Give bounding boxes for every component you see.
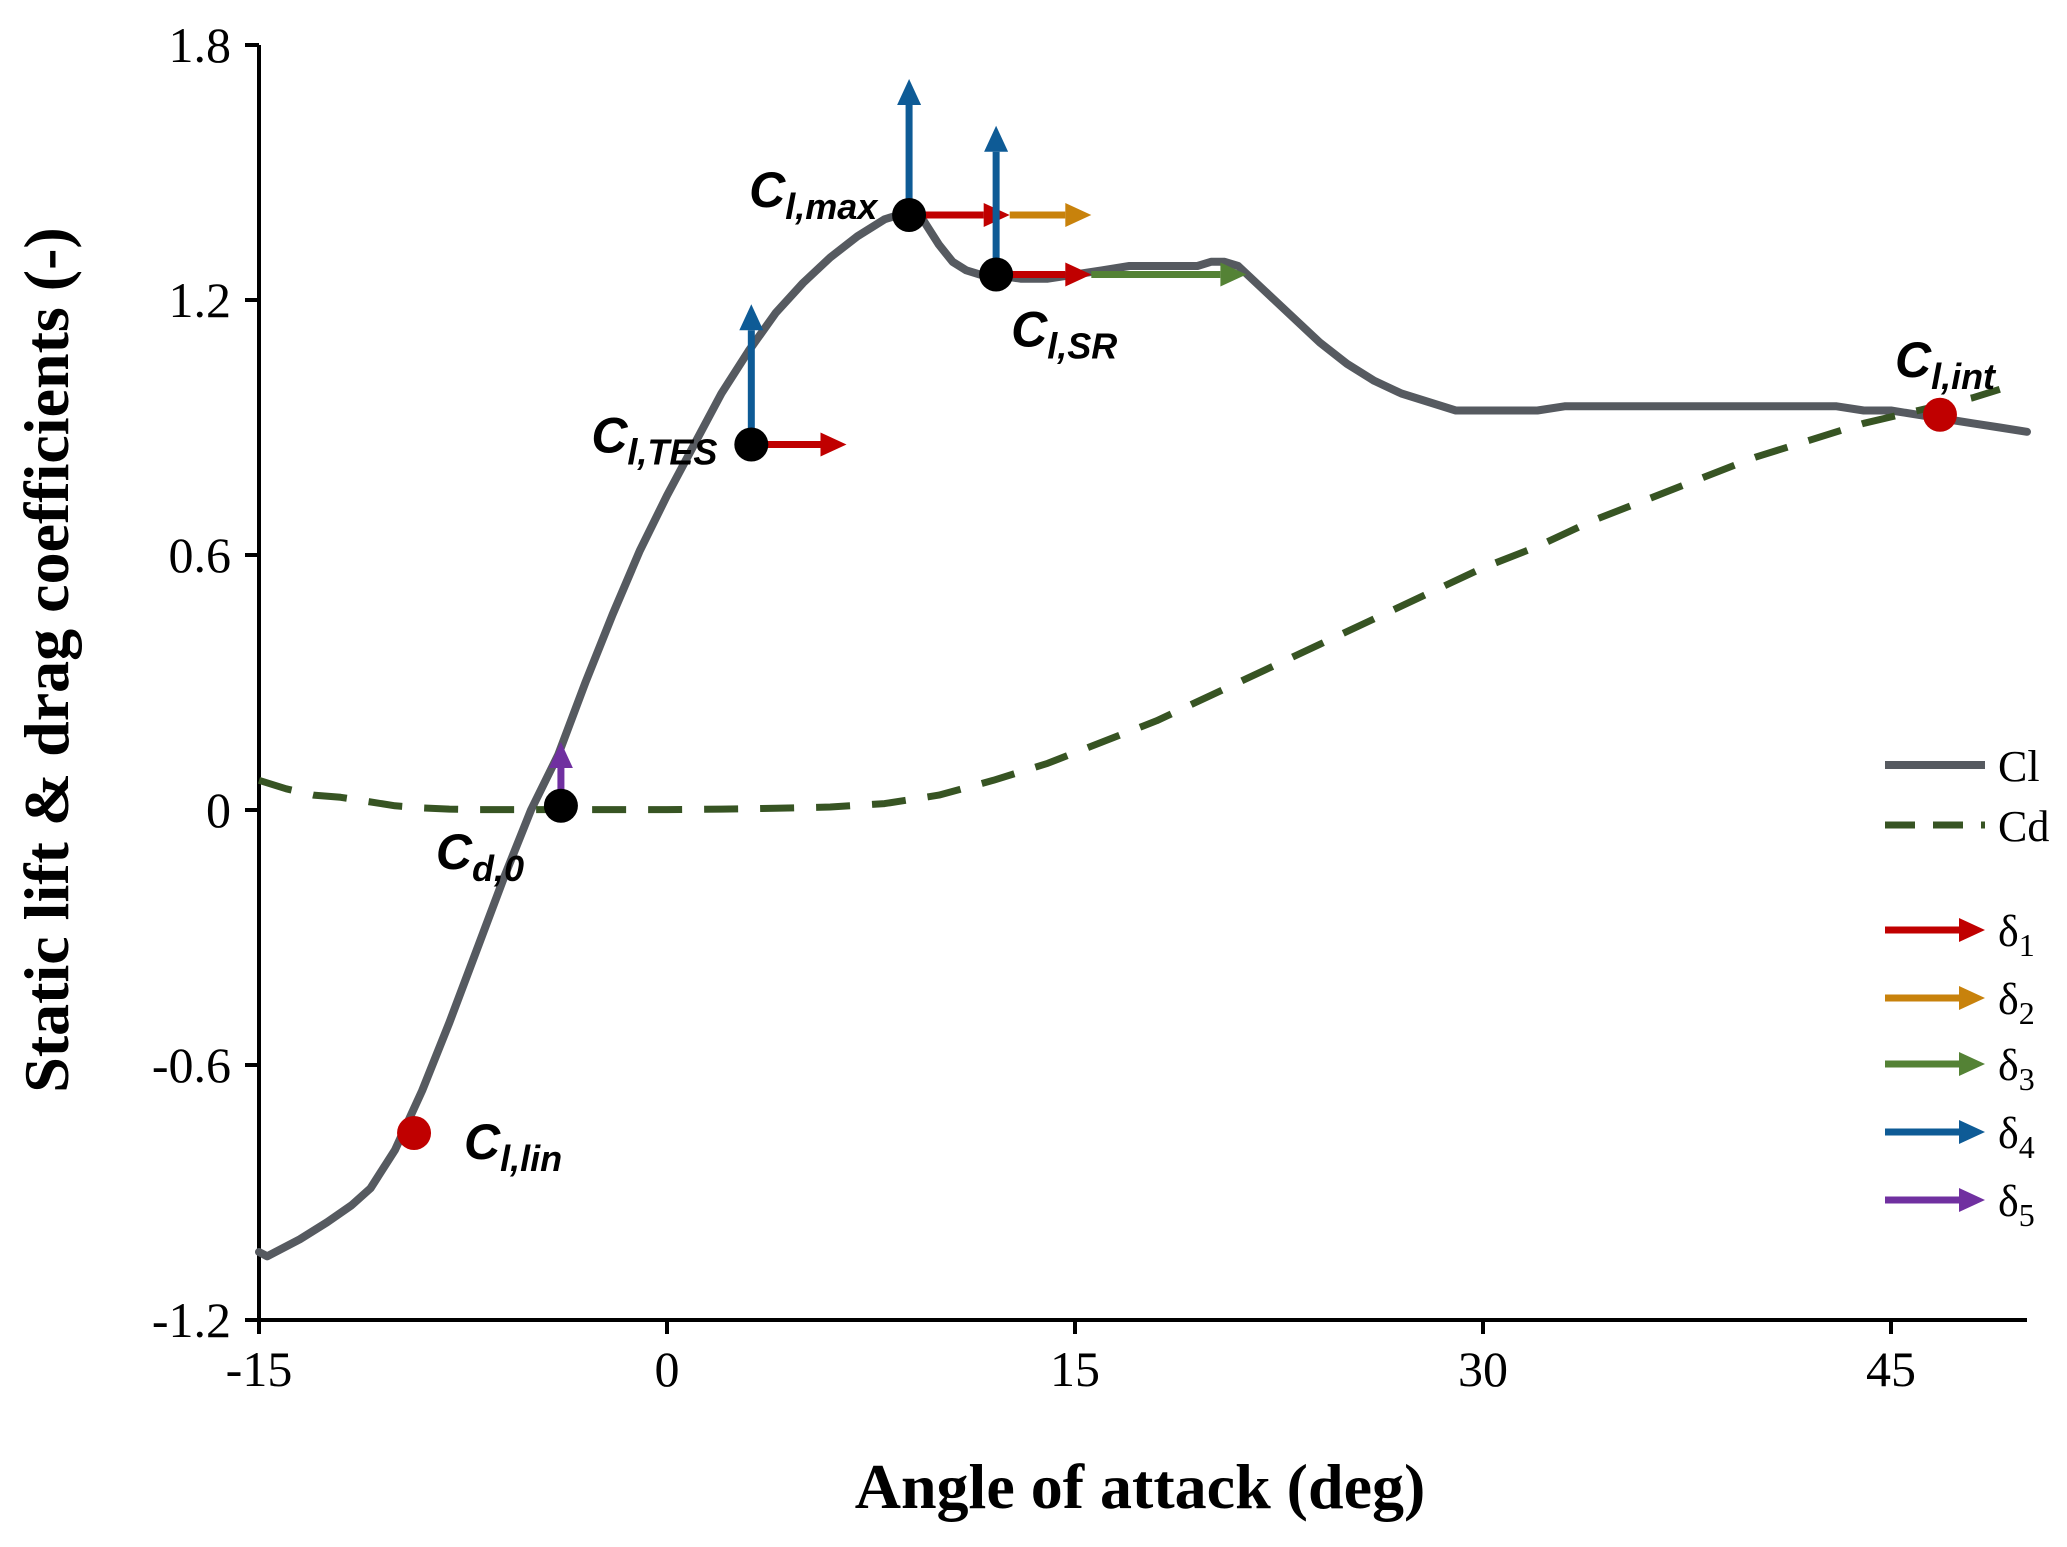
delta-2-arrow-head [1065,203,1092,227]
x-tick-label: -15 [226,1341,293,1397]
point-cl-int [1922,397,1957,432]
y-tick-label: 0 [206,782,231,838]
legend-arrow-head [1959,986,1985,1010]
series-cd-line [257,385,2001,814]
y-tick-label: 1.2 [169,272,232,328]
delta-4-arrow-head [984,125,1009,152]
delta-1-arrow-head [820,432,847,457]
delta-5-arrow-head [548,742,573,768]
axes-group: -1.2 -0.6 0 0.6 1.2 1.8 -15 0 15 30 45 [152,17,2027,1397]
y-axis-title: Static lift & drag coefficients (-) [11,227,82,1092]
annotation-l-int: Cl,int [1895,332,1997,397]
delta-4-arrow [984,125,1009,275]
delta-4-arrow-head [897,79,922,105]
legend-label: δ1 [1998,907,2035,963]
annotation-d-0: Cd,0 [436,824,524,889]
legend-item: δ1 [1885,907,2035,963]
points-group [397,198,1957,1150]
legend-label: δ3 [1998,1041,2035,1097]
y-tick-label: 1.8 [169,17,232,73]
y-tick-label: -1.2 [152,1292,231,1348]
legend-item: δ4 [1885,1109,2035,1165]
annotation-l-sr: Cl,SR [1011,302,1117,367]
delta-1-arrow-head [1065,262,1092,287]
annotation-l-tes: Cl,TES [591,408,717,473]
legend-item: δ2 [1885,975,2035,1031]
y-tick-label: -0.6 [152,1037,231,1093]
legend-label: Cl [1998,742,2040,791]
x-tick-label: 0 [655,1341,680,1397]
delta-3-arrow-head [1220,262,1247,287]
legend-label: δ4 [1998,1109,2035,1165]
legend-group: Cl Cd δ1 δ2 δ3 δ4 δ5 [1885,742,2049,1233]
delta-3-arrow [1091,262,1247,287]
legend-item: δ3 [1885,1041,2035,1097]
arrows-group [548,79,1247,806]
legend-label: δ5 [1998,1177,2035,1233]
delta-2-arrow [1009,203,1092,227]
legend-item: Cd [1885,802,2049,851]
delta-4-arrow-head [739,304,764,331]
x-axis-title: Angle of attack (deg) [855,1451,1426,1522]
legend-label: δ2 [1998,975,2035,1031]
point-cl-lin [397,1116,432,1150]
delta-4-arrow [897,79,922,215]
legend-arrow-head [1959,1120,1985,1144]
delta-4-arrow [739,304,764,445]
x-tick-label: 15 [1050,1341,1100,1397]
legend-arrow-head [1959,1052,1985,1076]
point-cd-0 [543,788,578,823]
x-tick-label: 45 [1866,1341,1916,1397]
y-tick-label: 0.6 [169,527,232,583]
legend-label: Cd [1998,802,2049,851]
legend-item: δ5 [1885,1177,2035,1233]
annotations-group: Cl,lin Cd,0 Cl,TES Cl,max Cl,SR Cl,int [436,162,1997,1179]
series-group [255,211,2031,1261]
legend-item: Cl [1885,742,2040,791]
legend-arrow-head [1959,918,1985,942]
annotation-l-max: Cl,max [749,162,879,227]
point-cl-tes [734,427,769,462]
legend-arrow-head [1959,1188,1985,1212]
point-cl-sr [979,257,1014,292]
series-cl-line [255,211,2031,1261]
x-tick-label: 30 [1458,1341,1508,1397]
point-cl-max [892,198,927,232]
annotation-l-lin: Cl,lin [464,1114,562,1179]
